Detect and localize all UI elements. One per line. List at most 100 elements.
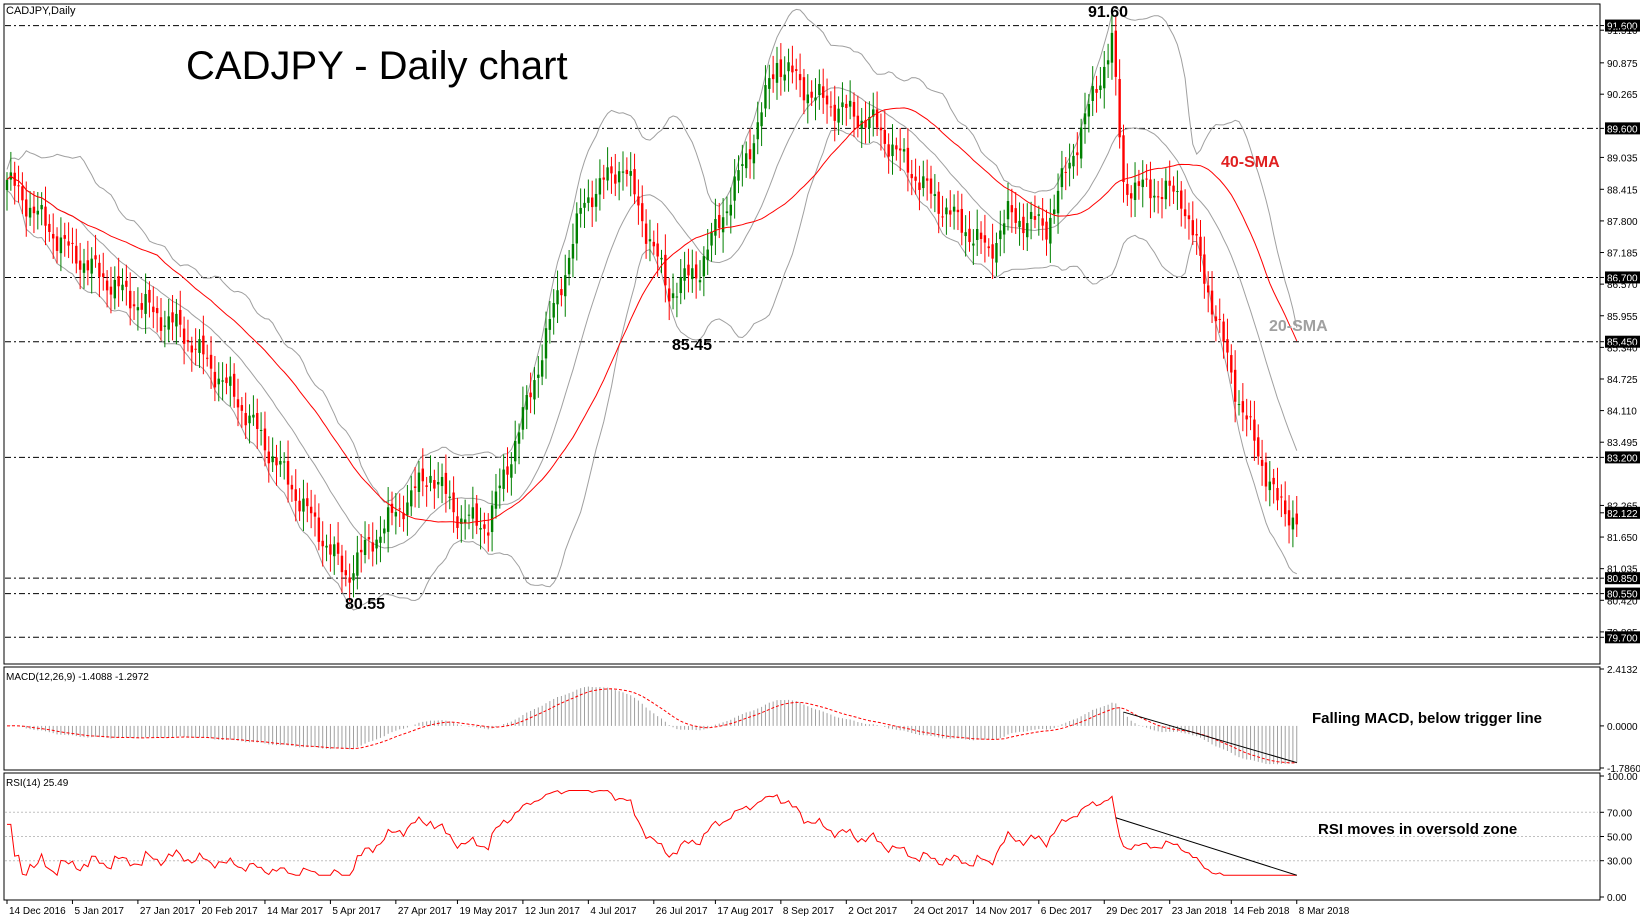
candle-body <box>398 508 401 510</box>
candle-body <box>587 197 590 203</box>
price-label-box <box>1605 122 1640 135</box>
candle-body <box>40 204 43 210</box>
candle-body <box>1145 178 1148 180</box>
candle-body <box>263 428 267 451</box>
candle-body <box>1245 415 1248 420</box>
candle-body <box>1130 193 1133 199</box>
candle-body <box>194 348 197 350</box>
macd-label: MACD(12,26,9) -1.4088 -1.2972 <box>6 672 149 683</box>
candle-body <box>818 83 821 96</box>
candle-body <box>737 170 740 181</box>
candle-body <box>540 360 544 377</box>
rsi-label: RSI(14) 25.49 <box>6 778 69 789</box>
candle-body <box>417 472 421 492</box>
macd-histogram <box>6 686 1298 765</box>
candle-body <box>660 257 663 260</box>
candle-body <box>648 239 652 242</box>
sma40-path <box>6 107 1298 524</box>
x-axis-label: 17 Aug 2017 <box>717 906 774 917</box>
candle-body <box>845 103 848 108</box>
candle-body <box>1199 236 1202 256</box>
x-axis-label: 14 Nov 2017 <box>975 906 1032 917</box>
candle-body <box>891 144 894 157</box>
candle-body <box>906 147 910 173</box>
candle-body <box>1164 180 1168 200</box>
candle-body <box>390 503 394 513</box>
candle-body <box>336 542 340 554</box>
candle-body <box>102 273 105 277</box>
candle-body <box>1272 477 1275 485</box>
rsi-axis-label: 70.00 <box>1607 808 1632 819</box>
candle-body <box>348 577 351 583</box>
candle-body <box>829 106 833 108</box>
price-label: 90.265 <box>1607 90 1638 101</box>
candle-body <box>1291 517 1295 530</box>
rsi-axis-label: 50.00 <box>1607 833 1632 844</box>
candle-body <box>94 255 97 260</box>
macd-axis-label: -1.7860 <box>1607 764 1640 775</box>
candle-body <box>429 475 432 483</box>
candle-body <box>1183 209 1187 217</box>
price-label-highlighted: 86.700 <box>1607 273 1638 284</box>
candle-body <box>1114 30 1117 77</box>
x-axis-label: 14 Dec 2016 <box>9 906 66 917</box>
candle-body <box>976 229 979 240</box>
candle-body <box>960 208 963 233</box>
candle-body <box>21 186 24 201</box>
candle-body <box>1222 321 1225 342</box>
candle-body <box>356 552 359 576</box>
candle-body <box>190 345 193 353</box>
candle-body <box>283 461 286 463</box>
candle-body <box>32 206 36 214</box>
candle-body <box>841 102 844 108</box>
candle-body <box>1153 195 1156 198</box>
candle-body <box>1230 355 1233 373</box>
candle-body <box>1118 79 1121 138</box>
candle-body <box>822 86 825 98</box>
candle-body <box>1214 316 1218 322</box>
candle-body <box>202 335 205 355</box>
candle-body <box>63 235 66 239</box>
candle-body <box>167 316 170 330</box>
candle-body <box>852 101 856 117</box>
rsi-trendline <box>1115 817 1297 876</box>
candle-body <box>132 304 136 307</box>
candle-body <box>798 74 802 81</box>
candle-body <box>329 544 332 555</box>
candle-body <box>175 313 178 327</box>
candle-body <box>779 59 783 77</box>
candle-body <box>1241 401 1245 413</box>
candle-body <box>498 485 501 489</box>
candle-body <box>306 498 309 507</box>
candle-body <box>48 223 51 232</box>
candle-body <box>460 518 463 524</box>
price-label-highlighted: 91.600 <box>1607 22 1638 33</box>
rsi-line <box>5 789 1598 877</box>
price-label-box <box>1605 335 1640 348</box>
candle-body <box>17 185 20 187</box>
sma40-line <box>6 107 1298 524</box>
annotation-low2: 85.45 <box>672 337 712 354</box>
candle-body <box>1041 218 1044 226</box>
candle-body <box>375 539 378 549</box>
candle-body <box>256 413 259 430</box>
candle-body <box>367 537 371 540</box>
candle-body <box>795 69 798 71</box>
candle-body <box>240 405 244 411</box>
candle-body <box>560 289 563 296</box>
candle-body <box>752 143 756 164</box>
candle-body <box>1010 205 1014 213</box>
price-label-highlighted: 89.600 <box>1607 124 1638 135</box>
candle-body <box>952 206 956 212</box>
candle-body <box>275 457 278 466</box>
candle-body <box>471 507 475 519</box>
candle-body <box>421 468 424 482</box>
candle-body <box>1087 104 1091 117</box>
candle-body <box>837 108 840 123</box>
candle-body <box>995 243 998 263</box>
candle-body <box>617 171 621 183</box>
candle-body <box>1168 180 1171 186</box>
candle-body <box>1022 216 1025 234</box>
price-label: 90.875 <box>1607 59 1638 70</box>
candle-body <box>1053 209 1056 215</box>
